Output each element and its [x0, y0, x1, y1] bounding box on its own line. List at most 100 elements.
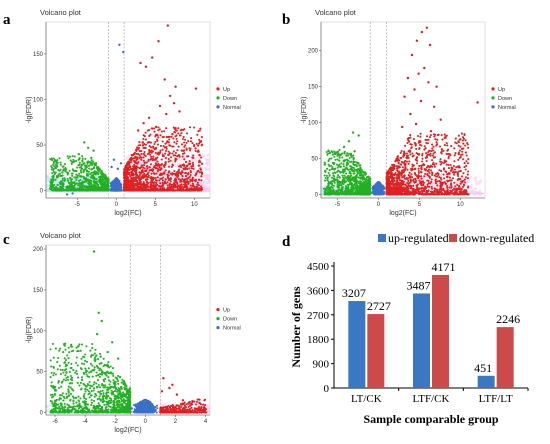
data-point — [427, 81, 430, 84]
data-point — [439, 118, 442, 121]
y-tick-label: 0 — [40, 411, 44, 417]
data-point — [190, 403, 194, 406]
series-normal — [130, 404, 156, 411]
series-up — [401, 26, 479, 133]
data-point — [194, 87, 198, 90]
data-point — [85, 385, 88, 388]
data-point — [429, 130, 433, 133]
data-point — [160, 390, 164, 393]
data-point — [147, 406, 150, 409]
x-tick-label: -5 — [75, 202, 81, 208]
data-point — [162, 377, 165, 380]
data-point — [83, 141, 86, 144]
plot-title: Volcano plot — [40, 231, 82, 240]
data-point — [168, 386, 171, 390]
x-tick-label: 0 — [144, 419, 148, 425]
y-tick-label: 200 — [308, 49, 319, 55]
data-point — [342, 145, 346, 149]
data-point — [97, 311, 100, 314]
y-axis-label: -lg(FDR) — [301, 97, 308, 124]
legend-label-normal: Normal — [223, 326, 241, 332]
data-point — [180, 149, 184, 152]
data-point — [74, 396, 78, 399]
y-tick-label: 4500 — [307, 261, 330, 273]
y-tick-label: 0 — [40, 189, 44, 195]
y-tick-label: 100 — [308, 121, 319, 127]
data-point — [171, 383, 174, 386]
data-point — [181, 399, 185, 402]
legend-label-up: Up — [498, 87, 505, 93]
x-tick-label: 5 — [418, 202, 422, 208]
data-point — [61, 171, 64, 174]
data-point — [372, 188, 375, 191]
data-point — [347, 140, 351, 143]
data-point — [144, 65, 148, 68]
bar-value-label: 4171 — [432, 260, 456, 274]
data-point — [52, 386, 55, 390]
data-point — [202, 406, 206, 409]
data-point — [67, 390, 70, 393]
legend-swatch-0 — [378, 234, 386, 242]
data-point — [428, 43, 432, 47]
bar-value-label: 3207 — [342, 286, 366, 300]
data-point — [419, 99, 423, 103]
data-point — [85, 164, 88, 168]
y-tick-label: 0 — [315, 192, 319, 198]
data-point — [423, 66, 426, 70]
data-point — [80, 378, 84, 382]
data-point — [353, 150, 356, 153]
x-axis-label: log2(FC) — [114, 210, 141, 217]
data-point — [406, 76, 410, 80]
legend-label-up: Up — [223, 308, 230, 314]
legend-label-down: Down — [223, 96, 237, 102]
data-point — [118, 43, 121, 46]
data-point — [137, 129, 140, 132]
data-point — [345, 154, 348, 157]
bar-up-0 — [348, 301, 366, 388]
legend-label-1: down-regulated — [459, 231, 534, 245]
data-point — [122, 50, 125, 54]
x-tick-label: -6 — [52, 419, 58, 425]
y-tick-label: 200 — [33, 247, 44, 253]
bar-up-2 — [477, 375, 495, 388]
data-point — [80, 167, 84, 170]
data-point — [116, 167, 120, 170]
data-point — [119, 162, 123, 165]
data-point — [382, 187, 386, 190]
bar-value-label: 451 — [474, 361, 492, 375]
legend-label-up: Up — [223, 87, 230, 93]
legend-marker-up — [491, 87, 495, 91]
volcano-panel-b: b Volcano plot-5 0 5 10050100150200log2(FC)-… — [282, 8, 516, 217]
bar-value-label: 3487 — [407, 278, 431, 292]
data-point — [157, 40, 160, 43]
x-tick-label: -4 — [82, 419, 88, 425]
point-cloud — [321, 132, 483, 196]
series-down — [323, 131, 360, 190]
data-point — [54, 178, 57, 181]
legend-label-0: up-regulated — [388, 231, 449, 245]
data-point — [158, 104, 162, 108]
y-axis-label: Number of gens — [289, 286, 303, 367]
y-tick-label: 0 — [324, 383, 330, 395]
y-tick-label: 3600 — [307, 285, 330, 297]
bar-down-0 — [367, 314, 385, 388]
x-tick-label: LTF/LT — [479, 393, 513, 405]
data-point — [65, 193, 69, 196]
legend-marker-normal — [491, 105, 495, 109]
data-point — [151, 56, 154, 59]
volcano-panel-a: a Volcano plot-5 0 5 10050100150log2(FC)-lg(… — [3, 8, 241, 217]
data-point — [420, 30, 424, 34]
data-point — [110, 165, 113, 169]
data-point — [178, 110, 181, 113]
data-point — [476, 101, 479, 104]
data-point — [401, 125, 404, 129]
series-down — [52, 250, 120, 399]
data-point — [90, 156, 93, 160]
bar-down-1 — [432, 274, 449, 388]
data-point — [186, 173, 190, 176]
legend-label-down: Down — [223, 317, 237, 323]
data-point — [413, 88, 416, 91]
series-up — [160, 377, 206, 409]
data-point — [172, 102, 176, 105]
legend-label-normal: Normal — [223, 105, 241, 111]
